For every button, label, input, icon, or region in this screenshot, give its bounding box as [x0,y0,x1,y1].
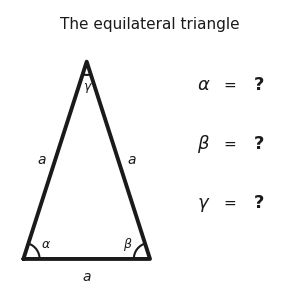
Text: =: = [223,136,236,152]
Text: β: β [197,135,209,153]
Text: ?: ? [254,76,264,94]
Text: γ: γ [83,80,90,93]
Text: =: = [223,196,236,211]
Text: ?: ? [254,194,264,212]
Text: γ: γ [198,194,208,212]
Text: a: a [127,153,136,167]
Text: α: α [42,238,50,251]
Text: α: α [197,76,209,94]
Text: a: a [82,270,91,283]
Text: ?: ? [254,135,264,153]
Text: a: a [38,153,46,167]
Text: =: = [223,78,236,93]
Text: β: β [123,238,131,251]
Text: The equilateral triangle: The equilateral triangle [60,17,240,32]
